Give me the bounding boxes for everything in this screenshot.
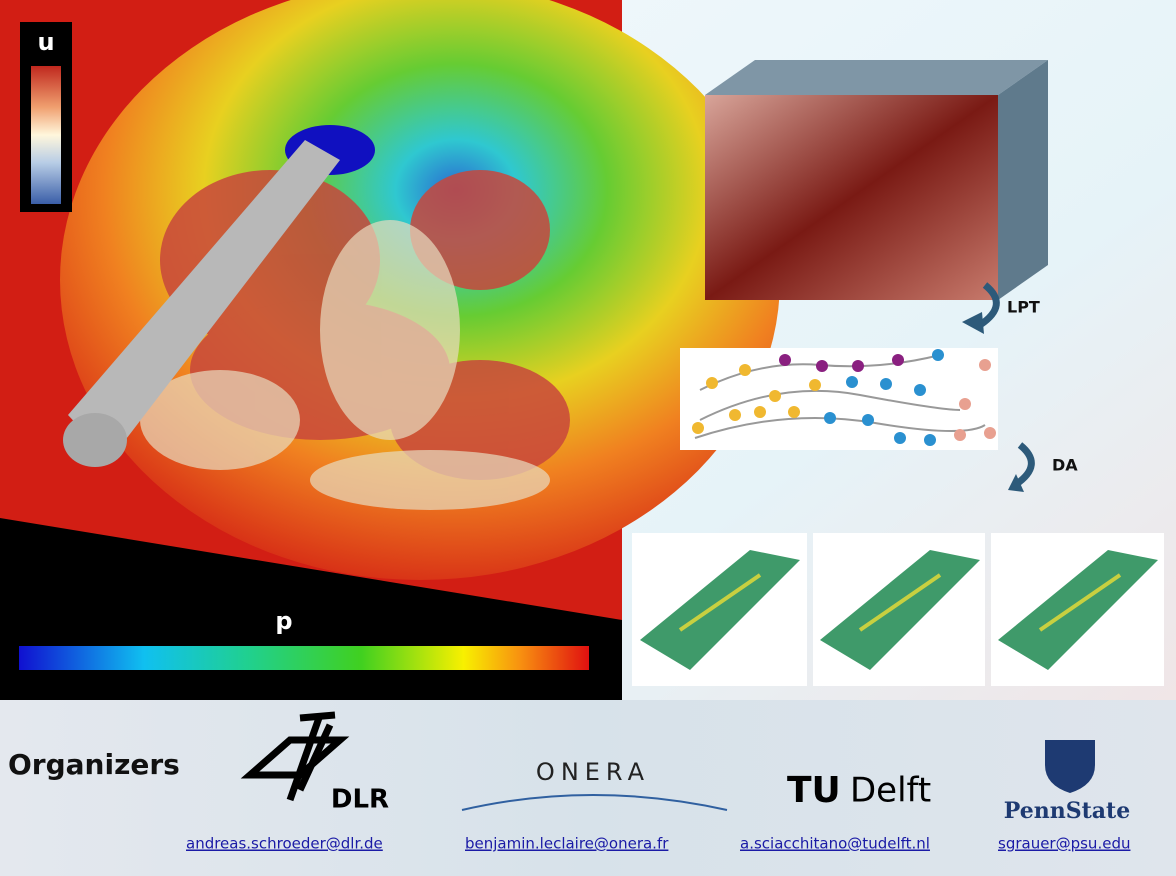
workflow: LPT DA (632, 60, 1164, 686)
u-colorbar (31, 66, 61, 204)
da-label: DA (1052, 456, 1078, 475)
p-label: p (275, 607, 292, 635)
pennstate-shield (1045, 740, 1095, 793)
flow-visualization: u p (0, 0, 780, 700)
u-label: u (37, 28, 54, 56)
tudelft-delft: Delft (850, 771, 931, 811)
dlr-emblem (240, 711, 350, 802)
organizers-heading: Organizers (8, 748, 180, 781)
organizers: Organizers DLR ONERA TU Delft PennState … (8, 711, 1130, 853)
box-top (705, 60, 1048, 95)
particles (692, 349, 996, 446)
email-link[interactable]: benjamin.leclaire@onera.fr (465, 835, 669, 853)
reconstructions (632, 533, 1164, 686)
arrow-lpt (977, 282, 1000, 328)
cylinder-end (63, 413, 127, 467)
arrowhead (1008, 474, 1024, 492)
lpt-label: LPT (1007, 298, 1040, 317)
cylinder (68, 140, 340, 460)
arrow-da (1012, 442, 1035, 488)
box-side (998, 60, 1048, 300)
arrowhead (962, 312, 984, 334)
onera-logo: ONERA (536, 758, 650, 786)
tracks-panel (680, 348, 998, 450)
vortex-highlights (140, 220, 550, 510)
tudelft-tu: TU (787, 770, 841, 811)
dlr-logo: DLR (331, 785, 389, 815)
box-face (705, 95, 998, 300)
email-link[interactable]: andreas.schroeder@dlr.de (186, 835, 383, 853)
pennstate-logo: PennState (1004, 798, 1130, 824)
onera-swoosh (461, 794, 728, 811)
email-link[interactable]: a.sciacchitano@tudelft.nl (740, 835, 930, 853)
footer-band (0, 700, 1176, 876)
email-link[interactable]: sgrauer@psu.edu (998, 835, 1130, 853)
p-colorbar (19, 646, 589, 670)
